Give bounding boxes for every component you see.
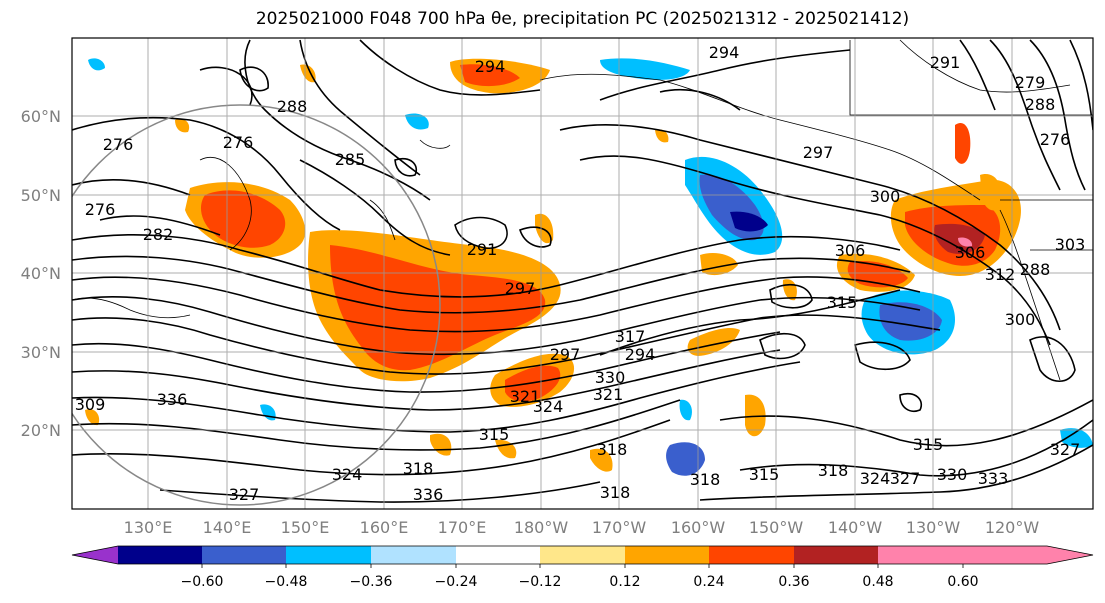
contour-label: 276 <box>85 200 116 219</box>
contour-label: 288 <box>1020 260 1051 279</box>
contour-label: 276 <box>223 133 254 152</box>
lon-label: 120°W <box>985 518 1040 537</box>
colorbar-tick-label: 0.48 <box>862 574 893 590</box>
contour-label: 315 <box>479 425 510 444</box>
lon-label: 160°E <box>360 518 409 537</box>
contour-label: 294 <box>475 57 506 76</box>
colorbar-tick-label: 0.24 <box>693 574 724 590</box>
lon-label: 150°W <box>749 518 804 537</box>
contour-label: 309 <box>75 395 106 414</box>
lon-label: 130°E <box>124 518 173 537</box>
contour-label: 297 <box>505 279 536 298</box>
lat-label: 40°N <box>21 264 61 283</box>
contour-label: 330 <box>937 465 968 484</box>
contour-label: 324 <box>533 397 564 416</box>
contour-label: 312 <box>985 265 1016 284</box>
contour-label: 336 <box>157 390 188 409</box>
contour-label: 321 <box>593 385 624 404</box>
contour-label: 288 <box>277 97 308 116</box>
colorbar-segment <box>709 546 794 564</box>
lon-label: 170°E <box>438 518 487 537</box>
map-title: 2025021000 F048 700 hPa θe, precipitatio… <box>255 9 910 29</box>
colorbar-segment <box>456 546 540 564</box>
contour-label: 288 <box>1025 95 1056 114</box>
longitude-labels: 130°E 140°E 150°E 160°E 170°E 180°W 170°… <box>124 518 1040 537</box>
graticule <box>72 38 1093 509</box>
contour-label: 306 <box>835 241 866 260</box>
colorbar-tick-label: 0.12 <box>609 574 640 590</box>
contour-label: 315 <box>749 465 780 484</box>
colorbar-segment <box>625 546 709 564</box>
contour-label: 315 <box>827 293 858 312</box>
contour-label: 279 <box>1015 73 1046 92</box>
colorbar-tick-label: −0.24 <box>435 574 478 590</box>
lat-label: 50°N <box>21 186 61 205</box>
lat-label: 20°N <box>21 421 61 440</box>
contour-label: 294 <box>625 345 656 364</box>
contour-label: 318 <box>600 483 631 502</box>
theta-e-contours <box>72 39 1093 503</box>
contour-labels: 294 294 291 288 276 276 276 282 285 297 … <box>75 43 1086 504</box>
map-frame <box>71 37 1094 510</box>
colorbar-segment <box>540 546 625 564</box>
contour-label: 303 <box>1055 235 1086 254</box>
latitude-labels: 60°N 50°N 40°N 30°N 20°N <box>21 107 61 440</box>
contour-label: 285 <box>335 150 366 169</box>
lon-label: 130°W <box>906 518 961 537</box>
contour-label: 327 <box>1050 440 1081 459</box>
colorbar-segment <box>118 546 202 564</box>
contour-label: 291 <box>930 53 961 72</box>
colorbar-tick-label: 0.60 <box>947 574 978 590</box>
colorbar-tick-label: −0.60 <box>181 574 224 590</box>
contour-label: 276 <box>1040 130 1071 149</box>
contour-label: 333 <box>978 469 1009 488</box>
lat-label: 30°N <box>21 343 61 362</box>
colorbar-segment <box>371 546 456 564</box>
colorbar-tick-label: −0.48 <box>265 574 308 590</box>
contour-label: 282 <box>143 225 174 244</box>
lon-label: 180°W <box>514 518 569 537</box>
colorbar-segment <box>286 546 371 564</box>
precipitation-shading <box>85 58 1093 476</box>
contour-label: 297 <box>550 345 581 364</box>
contour-label: 330 <box>595 368 626 387</box>
contour-label: 318 <box>818 461 849 480</box>
contour-label: 336 <box>413 485 444 504</box>
contour-label: 327 <box>890 469 921 488</box>
lon-label: 140°W <box>828 518 883 537</box>
lon-label: 170°W <box>592 518 647 537</box>
contour-label: 315 <box>913 435 944 454</box>
colorbar-tick-label: −0.36 <box>350 574 393 590</box>
contour-label: 300 <box>1005 310 1036 329</box>
colorbar-extend-low <box>72 546 118 564</box>
colorbar-tick-label: −0.12 <box>519 574 562 590</box>
lon-label: 160°W <box>671 518 726 537</box>
colorbar-segment <box>878 546 963 564</box>
contour-label: 306 <box>955 243 986 262</box>
colorbar: −0.60 −0.48 −0.36 −0.24 −0.12 0.12 0.24 … <box>71 545 1094 590</box>
contour-label: 324 <box>332 465 363 484</box>
lat-label: 60°N <box>21 107 61 126</box>
colorbar-segment <box>794 546 878 564</box>
colorbar-extend-high <box>963 546 1093 564</box>
colorbar-segment <box>202 546 286 564</box>
contour-label: 291 <box>467 240 498 259</box>
colorbar-tick-label: 0.36 <box>778 574 809 590</box>
contour-label: 300 <box>870 187 901 206</box>
contour-label: 297 <box>803 143 834 162</box>
contour-label: 318 <box>597 440 628 459</box>
contour-label: 317 <box>615 327 646 346</box>
contour-label: 294 <box>709 43 740 62</box>
contour-label: 318 <box>403 459 434 478</box>
lon-label: 150°E <box>281 518 330 537</box>
contour-label: 321 <box>510 387 541 406</box>
contour-label: 276 <box>103 135 134 154</box>
reference-circle <box>72 104 441 506</box>
contour-label: 318 <box>690 470 721 489</box>
contour-label: 324 <box>860 469 891 488</box>
contour-label: 327 <box>229 485 260 504</box>
lon-label: 140°E <box>203 518 252 537</box>
